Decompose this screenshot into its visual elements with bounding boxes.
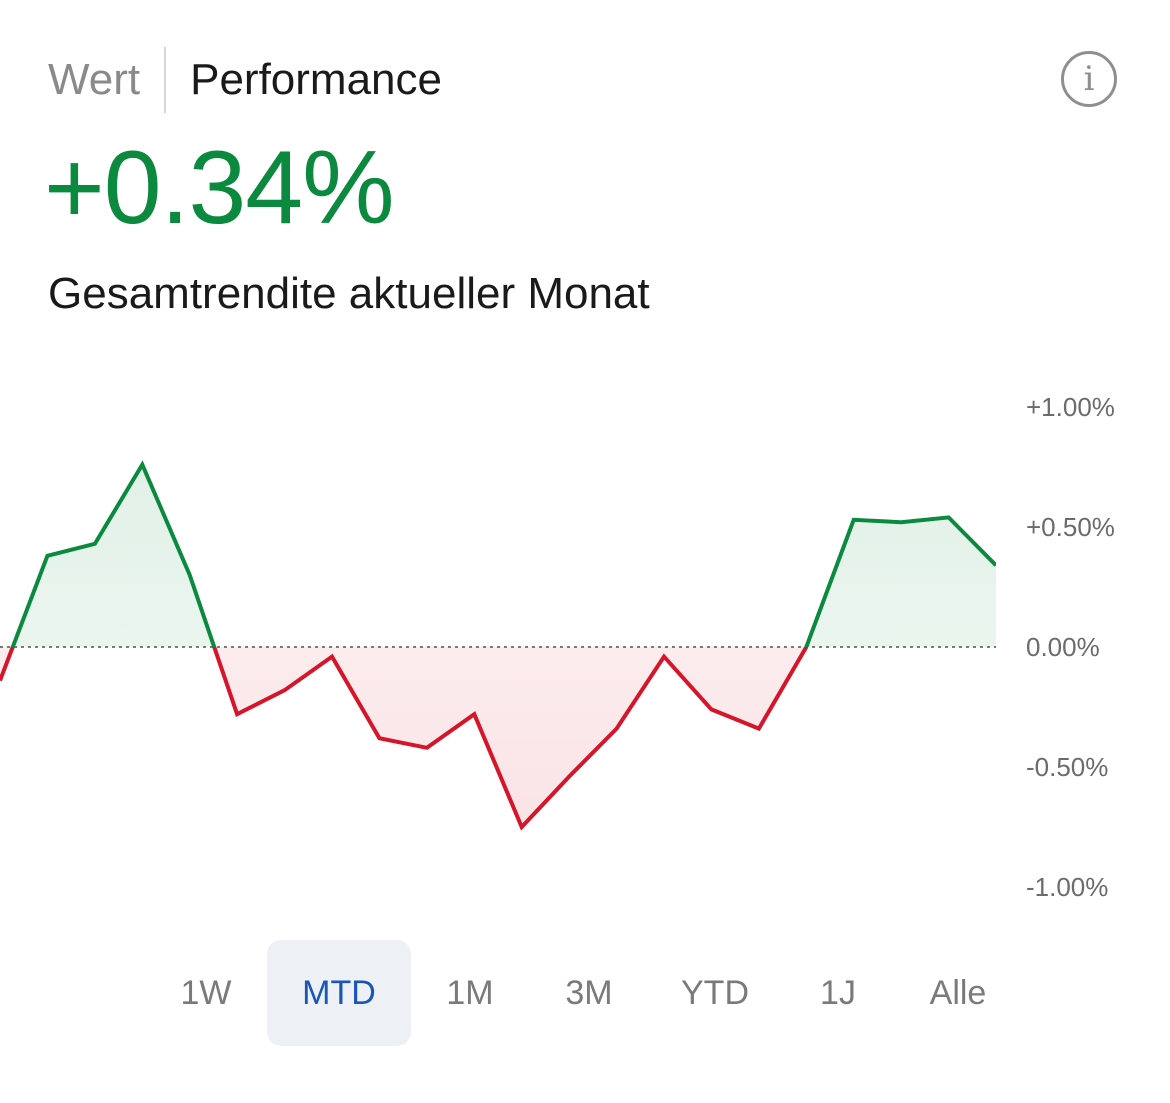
negative-area [0,647,996,827]
performance-chart: +1.00% +0.50% 0.00% -0.50% -1.00% [0,392,1115,902]
tab-wert[interactable]: Wert [48,55,141,104]
y-tick-label: +0.50% [1026,512,1115,542]
range-3m-button[interactable]: 3M [565,974,613,1012]
performance-line-negative [0,647,809,831]
range-mtd-button[interactable]: MTD [267,940,411,1046]
info-icon[interactable]: i [1061,51,1117,107]
positive-area [0,464,996,647]
y-tick-label: 0.00% [1026,632,1100,662]
time-range-selector: 1W MTD 1M 3M YTD 1J Alle [0,940,1170,1046]
range-1j-button[interactable]: 1J [820,974,856,1012]
y-tick-label: +1.00% [1026,392,1115,422]
range-ytd-button[interactable]: YTD [681,974,749,1012]
y-tick-label: -1.00% [1026,872,1108,902]
performance-value: +0.34% [44,130,395,246]
y-axis-labels: +1.00% +0.50% 0.00% -0.50% -1.00% [1026,392,1115,902]
range-alle-button[interactable]: Alle [929,974,987,1012]
performance-caption: Gesamtrendite aktueller Monat [48,269,650,318]
performance-line-positive [10,460,996,647]
y-tick-label: -0.50% [1026,752,1108,782]
tab-performance[interactable]: Performance [190,55,442,104]
range-1m-button[interactable]: 1M [446,974,494,1012]
tab-divider [164,47,167,113]
range-1w-button[interactable]: 1W [180,974,232,1012]
view-tabs: Wert Performance [48,44,442,116]
